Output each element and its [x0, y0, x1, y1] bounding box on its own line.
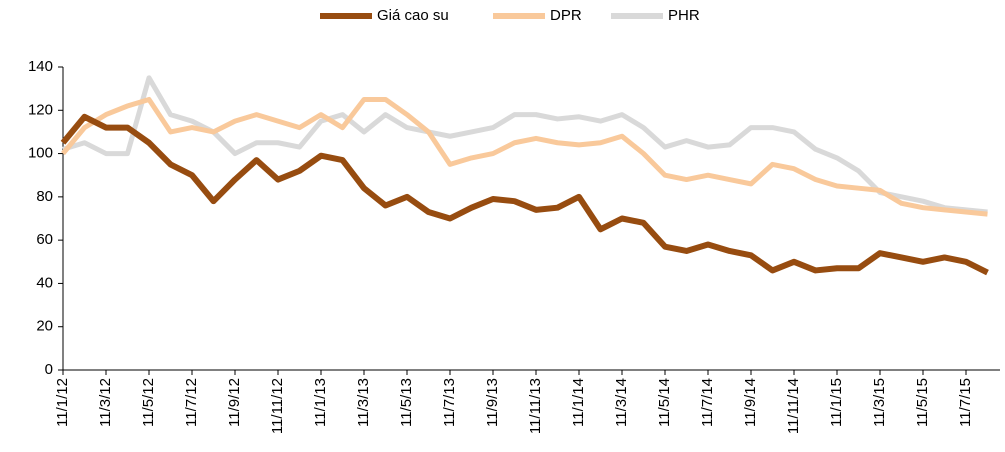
series-line	[62, 75, 988, 215]
x-tick-label: 11/5/14	[656, 378, 673, 427]
x-tick-label: 11/11/13	[527, 378, 544, 434]
x-tick-label: 11/1/15	[828, 378, 845, 427]
y-tick-label: 140	[28, 58, 53, 75]
legend-label: PHR	[668, 7, 700, 24]
y-tick-label: 100	[28, 145, 53, 162]
x-tick-label: 11/1/12	[54, 378, 71, 427]
series-line	[61, 96, 988, 217]
x-tick-label: 11/1/13	[312, 378, 329, 427]
x-tick-label: 11/3/15	[871, 378, 888, 427]
x-tick-label: 11/1/14	[570, 378, 587, 427]
x-tick-label: 11/7/12	[183, 378, 200, 427]
series-line	[60, 113, 989, 276]
x-tick-label: 11/7/13	[441, 378, 458, 427]
legend-label: DPR	[550, 7, 582, 24]
x-tick-label: 11/3/12	[97, 378, 114, 427]
x-tick-label: 11/11/12	[269, 378, 286, 434]
x-tick-label: 11/7/14	[699, 378, 716, 427]
x-tick-label: 11/5/15	[914, 378, 931, 427]
x-tick-label: 11/11/14	[785, 378, 802, 434]
x-tick-label: 11/3/13	[355, 378, 372, 427]
y-tick-label: 20	[36, 318, 53, 335]
y-tick-label: 60	[36, 231, 53, 248]
x-tick-label: 11/5/13	[398, 378, 415, 427]
x-tick-label: 11/9/14	[742, 378, 759, 427]
y-tick-label: 40	[36, 274, 53, 291]
x-tick-label: 11/9/12	[226, 378, 243, 427]
y-tick-label: 120	[28, 101, 53, 118]
y-tick-label: 0	[45, 361, 53, 378]
x-tick-label: 11/5/12	[140, 378, 157, 427]
x-tick-label: 11/7/15	[957, 378, 974, 427]
x-tick-label: 11/9/13	[484, 378, 501, 427]
x-tick-label: 11/3/14	[613, 378, 630, 427]
legend-label: Giá cao su	[377, 7, 449, 24]
y-tick-label: 80	[36, 188, 53, 205]
